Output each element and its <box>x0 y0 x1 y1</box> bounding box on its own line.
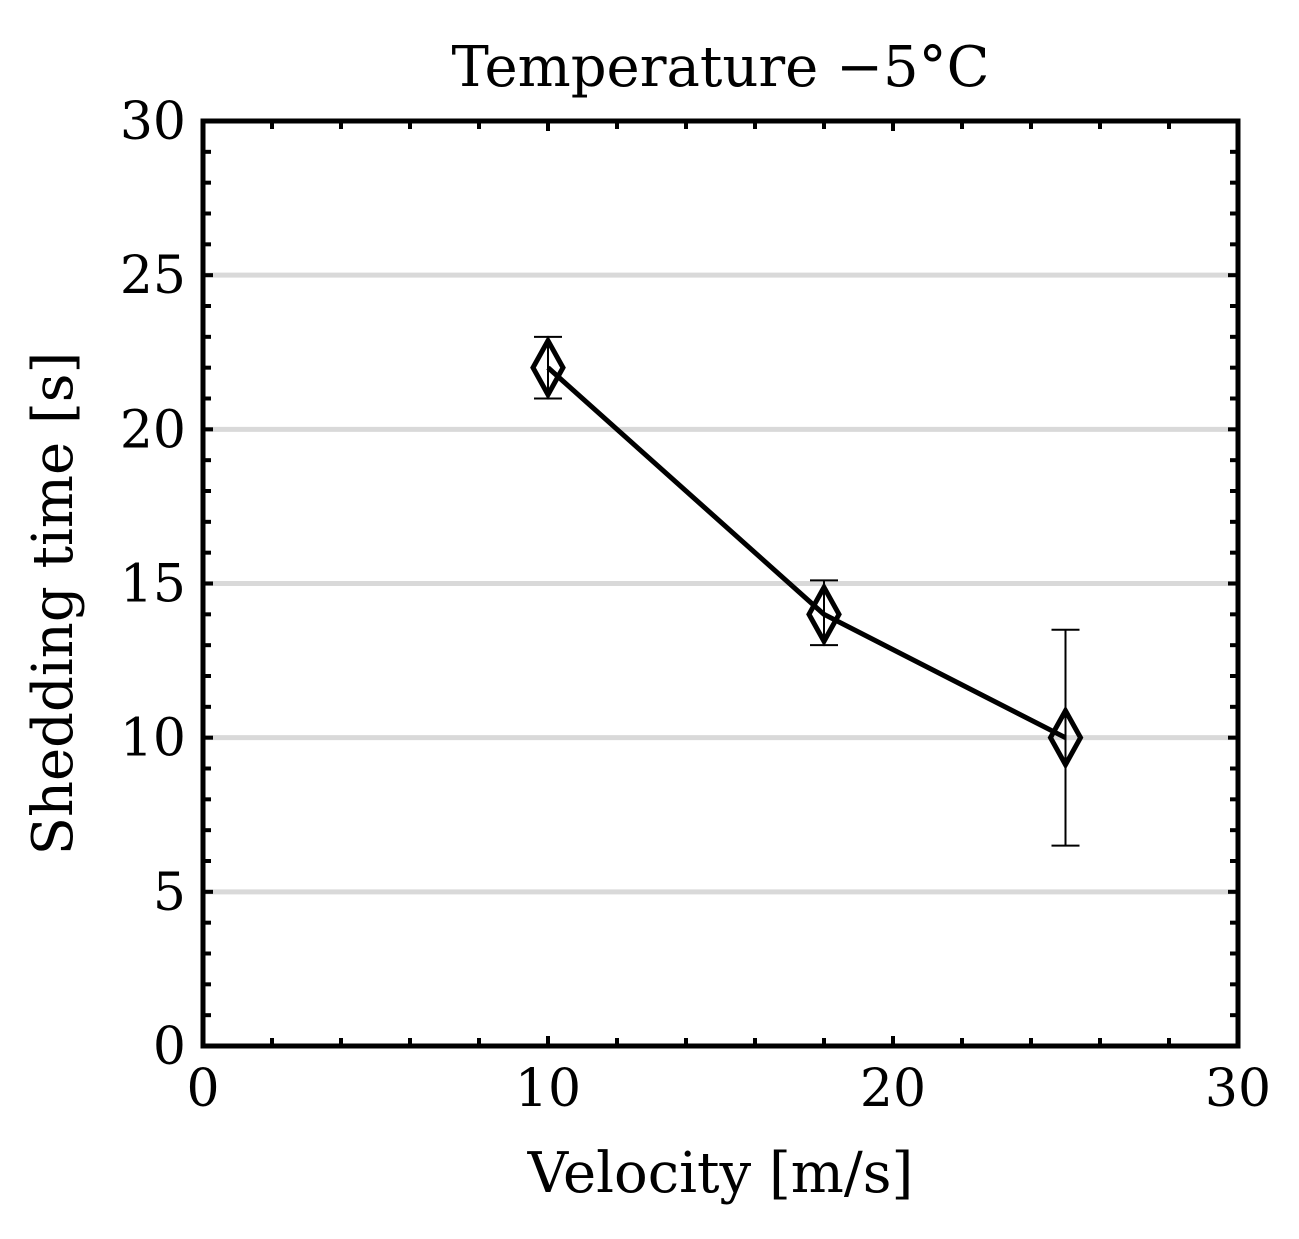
x-tick-label-30: 30 <box>1205 1059 1271 1119</box>
x-tick-label-20: 20 <box>860 1059 926 1119</box>
x-axis-title: Velocity [m/s] <box>527 1141 914 1206</box>
series <box>530 335 1084 847</box>
series-line-0 <box>546 365 1067 740</box>
chart-title: Temperature −5°C <box>451 35 989 100</box>
data-point-0 <box>530 335 566 400</box>
y-axis-title: Shedding time [s] <box>21 352 86 856</box>
y-tick-label-10: 10 <box>120 709 186 769</box>
grid-lines <box>203 272 1238 895</box>
x-tick-label-0: 0 <box>186 1059 219 1119</box>
y-tick-label-30: 30 <box>120 92 186 152</box>
y-tick-labels: 0 5 10 15 20 25 30 <box>120 92 186 1077</box>
y-tick-label-20: 20 <box>120 400 186 460</box>
y-tick-label-25: 25 <box>120 246 186 306</box>
x-tick-labels: 0 10 20 30 <box>186 1059 1271 1119</box>
data-point-1 <box>806 582 842 647</box>
x-tick-label-10: 10 <box>515 1059 581 1119</box>
y-tick-label-5: 5 <box>153 863 186 923</box>
y-tick-label-0: 0 <box>153 1017 186 1077</box>
data-point-2 <box>1047 705 1084 770</box>
plot-frame <box>200 118 1241 1049</box>
y-tick-label-15: 15 <box>120 555 186 615</box>
